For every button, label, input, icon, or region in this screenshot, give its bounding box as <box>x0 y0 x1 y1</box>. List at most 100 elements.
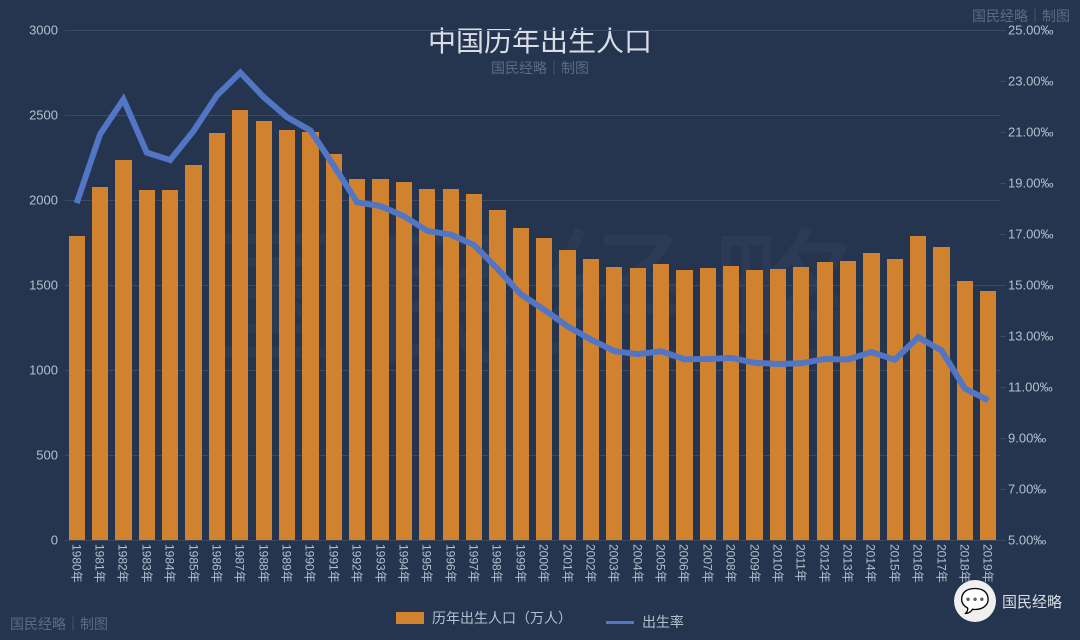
x-tick-label: 1989年 <box>279 544 296 583</box>
bar-slot: 1985年 <box>182 30 205 540</box>
y-right-tick <box>1000 234 1006 235</box>
y-right-tick-label: 7.00‰ <box>1008 482 1078 497</box>
bar-slot: 1992年 <box>346 30 369 540</box>
x-tick-label: 1988年 <box>255 544 272 583</box>
bar <box>372 179 388 540</box>
x-tick-label: 2001年 <box>559 544 576 583</box>
bar <box>676 270 692 540</box>
plot-area: 0500100015002000250030005.00‰7.00‰9.00‰1… <box>65 30 1000 540</box>
bar <box>513 228 529 540</box>
x-tick-label: 1984年 <box>162 544 179 583</box>
y-right-tick <box>1000 540 1006 541</box>
bar-slot: 2005年 <box>649 30 672 540</box>
y-right-tick-label: 13.00‰ <box>1008 329 1078 344</box>
x-tick-label: 2010年 <box>769 544 786 583</box>
bar-slot: 1980年 <box>65 30 88 540</box>
y-right-tick-label: 25.00‰ <box>1008 23 1078 38</box>
bar <box>536 238 552 540</box>
y-right-tick-label: 19.00‰ <box>1008 176 1078 191</box>
bar <box>957 281 973 540</box>
x-tick-label: 1999年 <box>512 544 529 583</box>
bar-slot: 1991年 <box>322 30 345 540</box>
bar <box>700 268 716 540</box>
bar-slot: 1983年 <box>135 30 158 540</box>
y-right-tick <box>1000 183 1006 184</box>
x-tick-label: 2018年 <box>956 544 973 583</box>
y-right-tick <box>1000 336 1006 337</box>
bar <box>115 160 131 540</box>
bar-slot: 1987年 <box>229 30 252 540</box>
bar-slot: 2003年 <box>603 30 626 540</box>
bar <box>279 130 295 540</box>
bar <box>840 261 856 540</box>
bar <box>92 187 108 540</box>
bar <box>396 182 412 540</box>
bar-slot: 1989年 <box>275 30 298 540</box>
bar <box>139 190 155 540</box>
bar-slot: 1988年 <box>252 30 275 540</box>
bar <box>606 267 622 540</box>
bar <box>980 291 996 540</box>
bar-slot: 2014年 <box>860 30 883 540</box>
bar-slot: 1981年 <box>88 30 111 540</box>
x-tick-label: 1996年 <box>442 544 459 583</box>
bar <box>910 236 926 540</box>
bar-slot: 2001年 <box>556 30 579 540</box>
watermark-bottom-left: 国民经略｜制图 <box>10 614 108 634</box>
bar-slot: 2013年 <box>836 30 859 540</box>
bar-slot: 1993年 <box>369 30 392 540</box>
y-right-tick-label: 17.00‰ <box>1008 227 1078 242</box>
x-tick-label: 2017年 <box>933 544 950 583</box>
x-tick-label: 1981年 <box>92 544 109 583</box>
x-tick-label: 1986年 <box>208 544 225 583</box>
y-right-tick <box>1000 438 1006 439</box>
x-tick-label: 1994年 <box>395 544 412 583</box>
legend-swatch-bar <box>396 612 424 624</box>
y-right-tick <box>1000 387 1006 388</box>
x-tick-label: 2006年 <box>676 544 693 583</box>
bar-slot: 1984年 <box>159 30 182 540</box>
x-tick-label: 2012年 <box>816 544 833 583</box>
bar <box>817 262 833 540</box>
x-tick-label: 1990年 <box>302 544 319 583</box>
y-left-tick-label: 0 <box>3 533 58 548</box>
bar-slot: 2004年 <box>626 30 649 540</box>
bar-slot: 2009年 <box>743 30 766 540</box>
y-right-tick <box>1000 489 1006 490</box>
bar-slot: 1999年 <box>509 30 532 540</box>
bars-layer: 1980年1981年1982年1983年1984年1985年1986年1987年… <box>65 30 1000 540</box>
bar <box>863 253 879 540</box>
x-tick-label: 1992年 <box>349 544 366 583</box>
x-tick-label: 2016年 <box>910 544 927 583</box>
gridline <box>65 540 1000 541</box>
bar-slot: 1986年 <box>205 30 228 540</box>
x-tick-label: 1998年 <box>489 544 506 583</box>
bar-slot: 2015年 <box>883 30 906 540</box>
bar <box>583 259 599 540</box>
x-tick-label: 2003年 <box>606 544 623 583</box>
x-tick-label: 1993年 <box>372 544 389 583</box>
bar-slot: 2007年 <box>696 30 719 540</box>
bar-slot: 2019年 <box>977 30 1000 540</box>
bar <box>466 194 482 540</box>
bar <box>489 210 505 540</box>
bar-slot: 1997年 <box>462 30 485 540</box>
y-left-tick-label: 3000 <box>3 23 58 38</box>
wechat-avatar-icon: 💬 <box>954 580 996 622</box>
x-tick-label: 2000年 <box>536 544 553 583</box>
bar-slot: 2000年 <box>533 30 556 540</box>
bar <box>185 165 201 540</box>
bar-slot: 2011年 <box>790 30 813 540</box>
y-left-tick-label: 2000 <box>3 193 58 208</box>
bar-slot: 1990年 <box>299 30 322 540</box>
bar-slot: 1995年 <box>416 30 439 540</box>
bar-slot: 2012年 <box>813 30 836 540</box>
y-right-tick-label: 5.00‰ <box>1008 533 1078 548</box>
bar-slot: 1994年 <box>392 30 415 540</box>
legend-bar-label: 历年出生人口（万人） <box>432 608 572 628</box>
bar-slot: 1996年 <box>439 30 462 540</box>
y-left-tick-label: 1000 <box>3 363 58 378</box>
bar-slot: 2002年 <box>579 30 602 540</box>
x-tick-label: 2009年 <box>746 544 763 583</box>
source-badge-text: 国民经略 <box>1002 591 1062 612</box>
